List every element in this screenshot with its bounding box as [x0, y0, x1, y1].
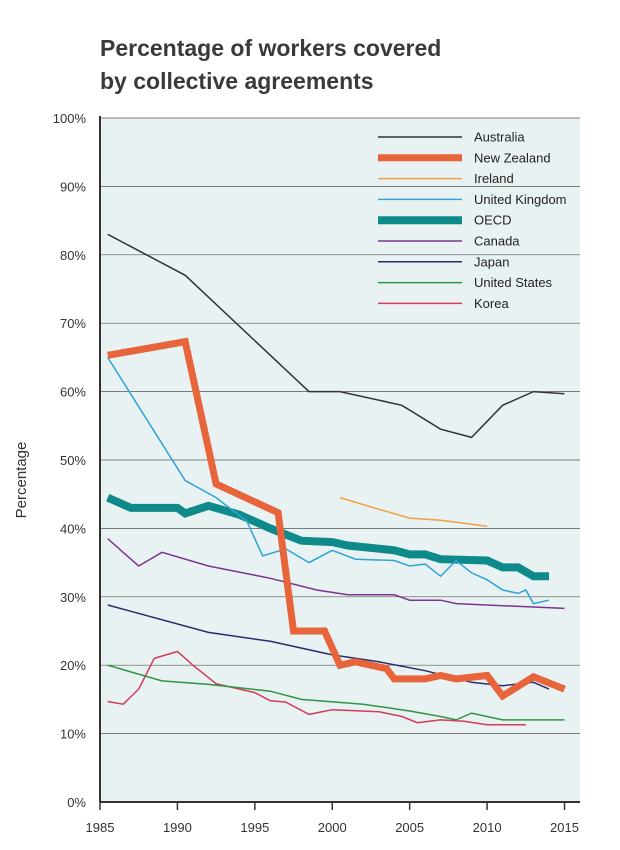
series-line-australia [107, 233, 565, 439]
legend-label-canada: Canada [474, 234, 520, 249]
legend-label-korea: Korea [474, 296, 509, 311]
series-line-new-zealand [107, 337, 566, 701]
y-tick-label-40: 40% [60, 521, 86, 536]
legend-label-oecd: OECD [474, 213, 512, 228]
series-line-ireland [339, 496, 488, 528]
y-tick-label-0: 0% [67, 795, 86, 810]
y-tick-label-60: 60% [60, 385, 86, 400]
x-tick-label-1990: 1990 [163, 820, 192, 835]
y-tick-label-70: 70% [60, 316, 86, 331]
x-tick-label-2010: 2010 [473, 820, 502, 835]
x-tick-label-2000: 2000 [318, 820, 347, 835]
legend-label-new-zealand: New Zealand [474, 150, 551, 165]
chart-title-line-1: Percentage of workers covered [100, 35, 442, 61]
series-line-canada [107, 538, 565, 610]
x-tick-label-2015: 2015 [550, 820, 579, 835]
y-tick-label-80: 80% [60, 248, 86, 263]
x-tick-label-1995: 1995 [240, 820, 269, 835]
x-tick-label-2005: 2005 [395, 820, 424, 835]
legend-label-united-states: United States [474, 275, 553, 290]
y-tick-label-90: 90% [60, 179, 86, 194]
legend-label-australia: Australia [474, 130, 525, 145]
y-tick-label-20: 20% [60, 658, 86, 673]
legend-label-united-kingdom: United Kingdom [474, 192, 567, 207]
chart-title: Percentage of workers covered by collect… [100, 32, 580, 98]
y-tick-label-10: 10% [60, 727, 86, 742]
y-axis-label: Percentage [13, 442, 30, 519]
series-line-united-states [107, 664, 565, 721]
legend-label-japan: Japan [474, 254, 509, 269]
legend-label-ireland: Ireland [474, 171, 514, 186]
series-line-oecd [106, 493, 549, 581]
y-tick-label-100: 100% [53, 111, 87, 126]
y-tick-label-50: 50% [60, 453, 86, 468]
y-tick-label-30: 30% [60, 590, 86, 605]
series-line-korea [107, 650, 526, 726]
x-tick-label-1985: 1985 [86, 820, 115, 835]
chart-title-line-2: by collective agreements [100, 68, 374, 94]
series-line-united-kingdom [107, 357, 550, 605]
